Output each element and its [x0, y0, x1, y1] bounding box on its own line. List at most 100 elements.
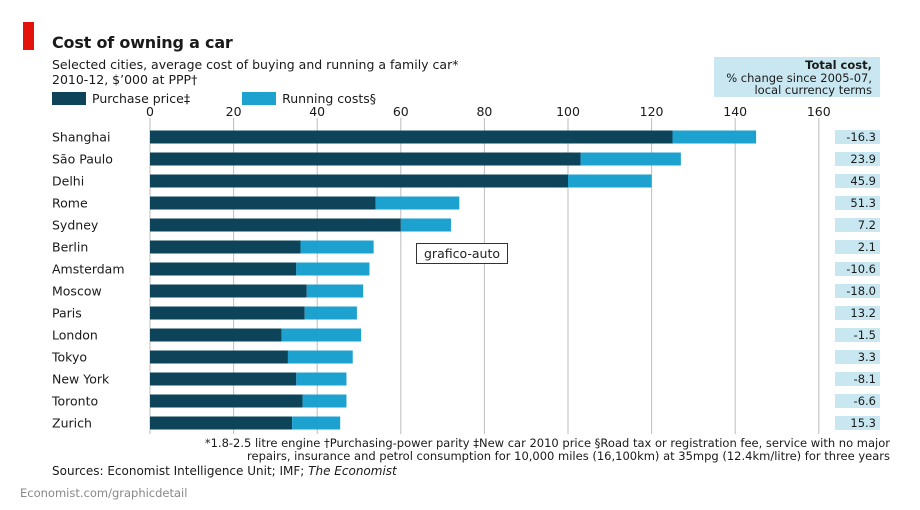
bar-running-berlin [300, 240, 374, 254]
change-value-tokyo: 3.3 [858, 350, 876, 364]
change-value-delhi: 45.9 [850, 174, 876, 188]
city-label-sydney: Sydney [52, 218, 99, 233]
city-label-delhi: Delhi [52, 174, 84, 189]
city-label-zurich: Zurich [52, 416, 92, 431]
footnote-line-2: repairs, insurance and petrol consumptio… [247, 449, 890, 463]
change-value-moscow: -18.0 [846, 284, 876, 298]
change-value-zurich: 15.3 [850, 416, 876, 430]
bar-running-sydney [400, 218, 451, 232]
legend-swatch-running [242, 92, 277, 105]
city-label-toronto: Toronto [51, 394, 98, 409]
change-box-tokyo [835, 350, 880, 364]
bar-purchase-shanghai [150, 130, 673, 144]
change-box-s-o-paulo [835, 152, 880, 166]
city-label-s-o-paulo: São Paulo [52, 152, 113, 167]
bar-running-toronto [302, 394, 347, 408]
bar-running-delhi [568, 174, 652, 188]
change-box-shanghai [835, 130, 880, 144]
bar-purchase-amsterdam [150, 262, 297, 276]
subtitle-line-2: 2010-12, $’000 at PPP† [52, 72, 198, 87]
change-header-line-2: % change since 2005-07, [726, 70, 872, 85]
subtitle-line-1: Selected cities, average cost of buying … [52, 57, 459, 72]
bar-running-moscow [306, 284, 364, 298]
bar-purchase-zurich [150, 416, 293, 430]
bar-purchase-tokyo [150, 350, 288, 364]
bar-purchase-new-york [150, 372, 297, 386]
change-box-moscow [835, 284, 880, 298]
legend-swatch-purchase [52, 92, 86, 105]
bar-running-paris [304, 306, 357, 320]
city-label-london: London [52, 328, 98, 343]
change-box-new-york [835, 372, 880, 386]
bar-running-london [281, 328, 362, 342]
chart-subtitle: Selected cities, average cost of buying … [52, 57, 612, 87]
change-value-s-o-paulo: 23.9 [850, 152, 876, 166]
chart-legend: Purchase price‡ Running costs§ [52, 91, 428, 106]
brand-accent-tab [23, 22, 34, 50]
change-value-rome: 51.3 [850, 196, 876, 210]
change-value-new-york: -8.1 [854, 372, 876, 386]
change-value-toronto: -6.6 [854, 394, 876, 408]
legend-label-purchase: Purchase price‡ [92, 91, 191, 106]
city-label-rome: Rome [52, 196, 88, 211]
legend-item-purchase: Purchase price‡ [52, 91, 190, 106]
x-tick-label-40: 40 [309, 104, 325, 119]
chart-title: Cost of owning a car [52, 33, 233, 52]
change-box-berlin [835, 240, 880, 254]
change-box-paris [835, 306, 880, 320]
bar-purchase-london [150, 328, 282, 342]
x-tick-label-20: 20 [226, 104, 242, 119]
site-link[interactable]: Economist.com/graphicdetail [20, 486, 188, 500]
bar-running-tokyo [287, 350, 353, 364]
change-header-line-3: local currency terms [754, 83, 872, 97]
change-value-berlin: 2.1 [858, 240, 876, 254]
bar-running-new-york [296, 372, 347, 386]
bar-purchase-paris [150, 306, 305, 320]
city-label-moscow: Moscow [52, 284, 102, 299]
bar-purchase-toronto [150, 394, 303, 408]
bar-running-shanghai [672, 130, 757, 144]
change-value-shanghai: -16.3 [846, 130, 876, 144]
bar-running-s-o-paulo [580, 152, 681, 166]
change-box-rome [835, 196, 880, 210]
bar-purchase-s-o-paulo [150, 152, 581, 166]
change-box-amsterdam [835, 262, 880, 276]
city-label-berlin: Berlin [52, 240, 88, 255]
change-box-toronto [835, 394, 880, 408]
change-box-sydney [835, 218, 880, 232]
change-box-delhi [835, 174, 880, 188]
x-tick-label-140: 140 [723, 104, 747, 119]
city-label-new-york: New York [52, 372, 110, 387]
city-label-amsterdam: Amsterdam [52, 262, 125, 277]
city-label-paris: Paris [52, 306, 82, 321]
bar-purchase-sydney [150, 218, 401, 232]
change-value-sydney: 7.2 [858, 218, 876, 232]
bar-running-amsterdam [296, 262, 370, 276]
bar-purchase-berlin [150, 240, 301, 254]
x-tick-label-60: 60 [393, 104, 409, 119]
x-tick-label-160: 160 [807, 104, 831, 119]
footnote-line-1: *1.8-2.5 litre engine †Purchasing-power … [204, 436, 890, 450]
legend-item-running: Running costs§ [242, 91, 376, 106]
x-tick-label-0: 0 [146, 104, 154, 119]
watermark-label: grafico-auto [416, 243, 509, 264]
city-label-tokyo: Tokyo [51, 350, 87, 365]
change-header-line-1: Total cost, [805, 58, 872, 72]
bar-purchase-rome [150, 196, 376, 210]
x-tick-label-120: 120 [640, 104, 664, 119]
change-box-london [835, 328, 880, 342]
change-value-london: -1.5 [854, 328, 876, 342]
bar-purchase-delhi [150, 174, 568, 188]
x-tick-label-100: 100 [556, 104, 580, 119]
sources-publication: The Economist [308, 464, 397, 478]
change-column-header: Total cost, % change since 2005-07, loca… [714, 57, 880, 97]
change-value-amsterdam: -10.6 [846, 262, 876, 276]
city-label-shanghai: Shanghai [52, 130, 110, 145]
bar-purchase-moscow [150, 284, 307, 298]
x-tick-label-80: 80 [476, 104, 492, 119]
sources-note: Sources: Economist Intelligence Unit; IM… [52, 464, 397, 478]
change-box-zurich [835, 416, 880, 430]
sources-prefix: Sources: Economist Intelligence Unit; IM… [52, 464, 309, 478]
change-value-paris: 13.2 [850, 306, 876, 320]
